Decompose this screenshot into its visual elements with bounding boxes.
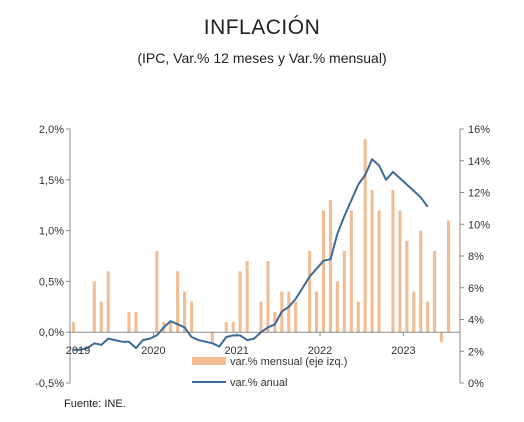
bar-monthly [183, 291, 187, 333]
bar-monthly [189, 301, 194, 333]
monthly-bars [71, 139, 451, 343]
bar-monthly [294, 301, 298, 333]
legend: var.% mensual (eje izq.) var.% anual [192, 356, 347, 389]
bar-monthly [245, 261, 249, 333]
bar-monthly [446, 220, 451, 333]
legend-swatch-bar [192, 357, 226, 365]
legend-label-monthly: var.% mensual (eje izq.) [230, 356, 347, 368]
line-annual [73, 158, 429, 351]
legend-label-annual: var.% anual [230, 377, 287, 389]
bar-monthly [356, 301, 360, 333]
bar-monthly [92, 281, 96, 333]
bar-monthly [224, 322, 228, 333]
bar-monthly [335, 281, 339, 333]
bar-monthly [328, 200, 333, 333]
bar-monthly [210, 332, 214, 343]
bar-monthly [370, 189, 374, 333]
bar-monthly [419, 230, 423, 333]
bar-monthly [71, 322, 76, 333]
bar-monthly [155, 250, 159, 333]
right-tick-label: 6% [468, 283, 484, 295]
bar-monthly [308, 250, 312, 333]
chart-subtitle: (IPC, Var.% 12 meses y Var.% mensual) [137, 50, 387, 66]
bar-monthly [377, 210, 381, 333]
bar-monthly [287, 291, 291, 333]
x-tick-label: 2023 [391, 345, 415, 357]
bar-monthly [266, 261, 270, 333]
bar-monthly [99, 301, 103, 333]
left-tick-label: 2,0% [39, 124, 64, 136]
left-tick-label: 1,5% [39, 175, 64, 187]
source-note: Fuente: INE. [64, 398, 126, 410]
bar-monthly [231, 322, 235, 333]
left-tick-label: 0,5% [39, 276, 64, 288]
chart-title: INFLACIÓN [203, 16, 321, 39]
bar-monthly [134, 311, 138, 333]
right-tick-label: 14% [468, 156, 490, 168]
right-tick-label: 4% [468, 315, 484, 327]
bar-monthly [405, 240, 409, 333]
left-tick-label: 1,0% [39, 226, 64, 238]
left-tick-label: -0,5% [35, 378, 64, 390]
left-tick-label: 0,0% [39, 327, 64, 339]
right-tick-label: 16% [468, 124, 490, 136]
bar-monthly [176, 271, 180, 333]
x-tick-label: 2019 [66, 345, 90, 357]
bar-monthly [363, 139, 367, 333]
bar-monthly [169, 322, 173, 333]
bar-monthly [259, 301, 263, 333]
x-tick-label: 2020 [141, 345, 165, 357]
bar-monthly [315, 291, 319, 333]
tick-labels: -0,5% 0,0% 0,5% 1,0% 1,5% 2,0% 0% 2% 4% 6% 8% 10% 12… [35, 124, 490, 390]
right-tick-label: 10% [468, 219, 490, 231]
bar-monthly [273, 311, 277, 333]
bar-monthly [433, 250, 437, 333]
bar-monthly [398, 210, 402, 333]
bar-monthly [238, 271, 242, 333]
axes [66, 128, 464, 384]
bar-monthly [440, 332, 444, 343]
bar-monthly [412, 291, 416, 333]
right-tick-label: 0% [468, 378, 484, 390]
bar-monthly [349, 210, 353, 333]
bar-monthly [127, 311, 131, 333]
bar-monthly [321, 210, 326, 333]
right-tick-label: 8% [468, 251, 484, 263]
x-tick-label: 2021 [224, 345, 248, 357]
bar-monthly [106, 271, 110, 333]
bar-monthly [391, 189, 395, 333]
x-tick-label: 2022 [308, 345, 332, 357]
bar-monthly [342, 250, 346, 333]
right-tick-label: 2% [468, 346, 484, 358]
bar-monthly [426, 301, 430, 333]
right-tick-label: 12% [468, 188, 490, 200]
annual-line [73, 158, 429, 351]
